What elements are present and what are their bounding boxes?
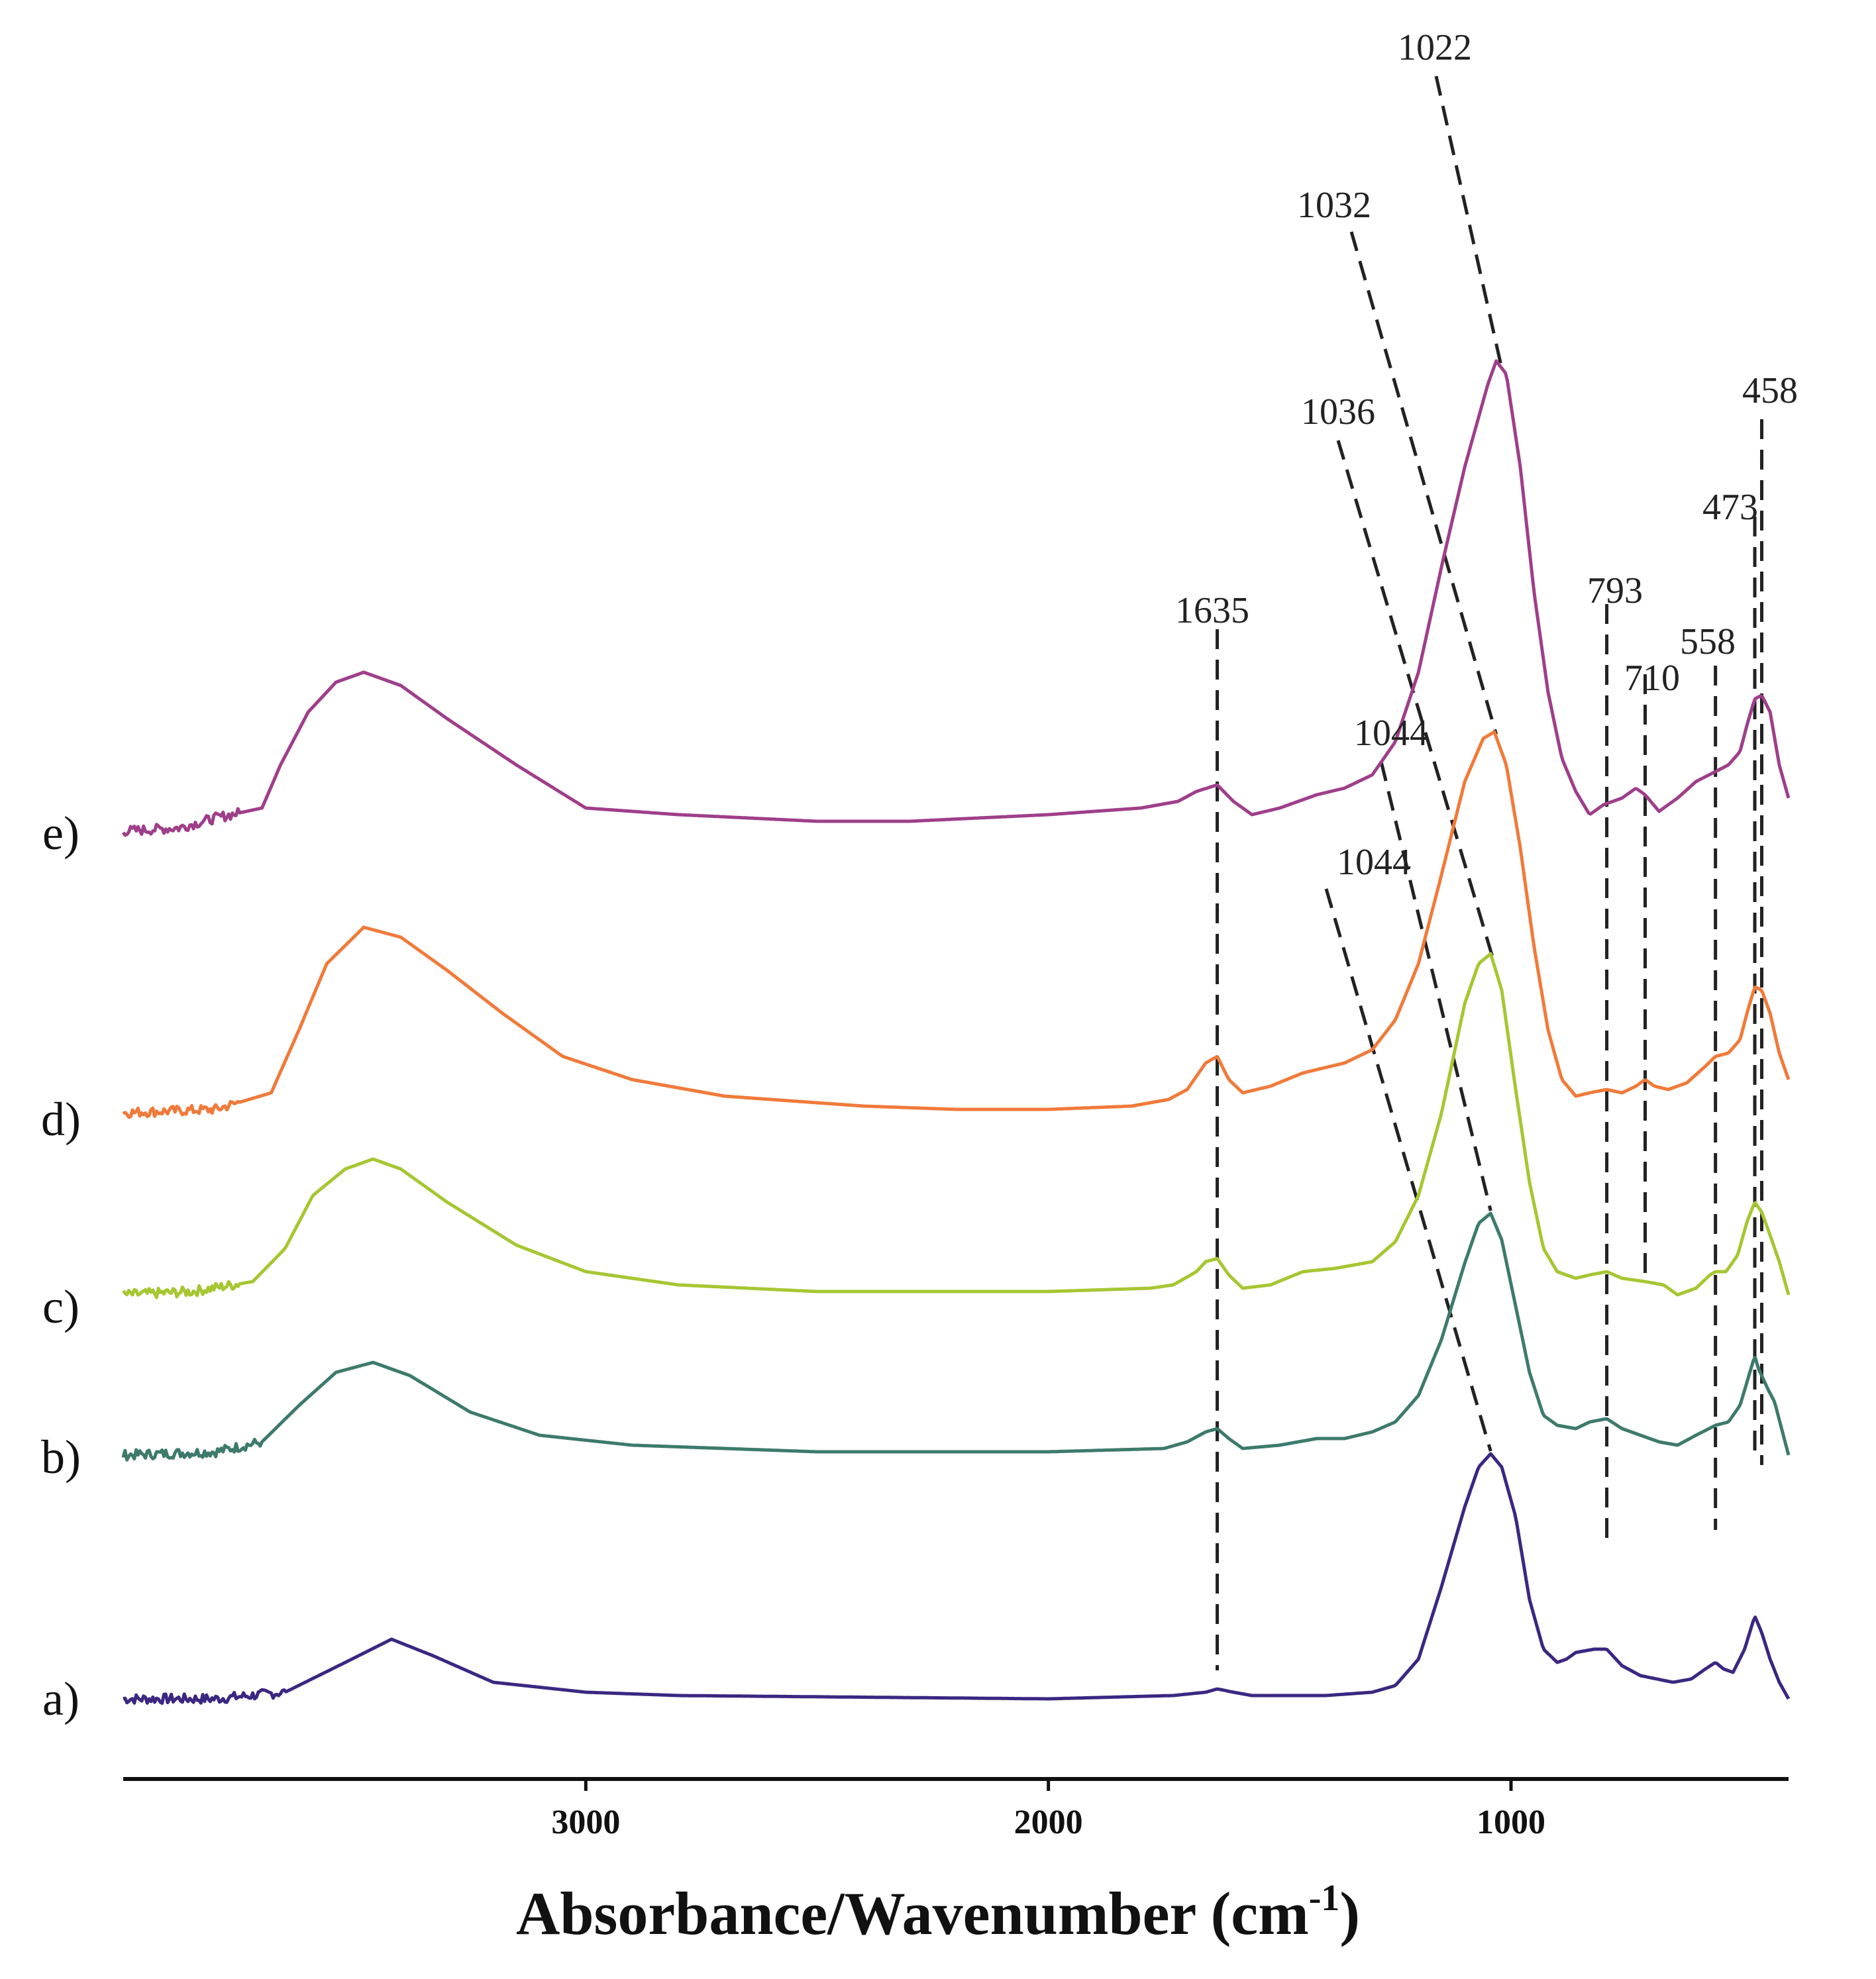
leader-line-1044-1 bbox=[1379, 761, 1492, 1211]
peak-label-1044-1: 1044 bbox=[1354, 713, 1428, 754]
peak-label-558: 558 bbox=[1680, 621, 1736, 662]
x-tick-label-1000: 1000 bbox=[1477, 1803, 1545, 1841]
peak-label-793: 793 bbox=[1587, 570, 1643, 611]
peak-label-1044-0: 1044 bbox=[1337, 842, 1411, 883]
series-labels: a) b) c) d) e) bbox=[41, 807, 81, 1725]
spectrum-line-a bbox=[123, 1452, 1791, 1705]
series-label-a: a) bbox=[42, 1672, 79, 1725]
series-label-b: b) bbox=[41, 1431, 81, 1484]
peak-label-458: 458 bbox=[1742, 370, 1798, 411]
spectrum-line-b bbox=[121, 1211, 1791, 1462]
x-axis-title-superscript: -1 bbox=[1309, 1878, 1340, 1919]
series-label-d: d) bbox=[41, 1093, 81, 1146]
peak-label-473: 473 bbox=[1702, 487, 1758, 528]
leader-line-1036-2 bbox=[1336, 440, 1496, 964]
x-axis-title: Absorbance/Wavenumber (cm-1) bbox=[516, 1878, 1360, 1947]
spectrum-line-c bbox=[122, 952, 1791, 1299]
spectrum-line-e bbox=[121, 359, 1791, 837]
peak-label-1022-4: 1022 bbox=[1398, 27, 1472, 68]
leader-line-1022-4 bbox=[1434, 76, 1503, 365]
peak-label-1635: 1635 bbox=[1175, 590, 1249, 631]
x-tick-label-3000: 3000 bbox=[551, 1803, 620, 1841]
series-label-e: e) bbox=[42, 807, 79, 860]
leader-line-1032-3 bbox=[1349, 231, 1498, 735]
x-axis-title-close: ) bbox=[1339, 1880, 1360, 1947]
x-axis-title-main: Absorbance/Wavenumber (cm bbox=[516, 1880, 1309, 1947]
series-label-c: c) bbox=[42, 1280, 79, 1333]
x-axis: 3000 2000 1000 bbox=[123, 1777, 1789, 1841]
peak-label-710: 710 bbox=[1624, 658, 1680, 699]
spectra bbox=[121, 359, 1791, 1705]
spectrum-line-d bbox=[122, 730, 1791, 1119]
x-tick-label-2000: 2000 bbox=[1014, 1803, 1083, 1841]
peak-label-1036-2: 1036 bbox=[1301, 391, 1375, 432]
reference-lines bbox=[1216, 76, 1763, 1670]
peak-label-1032-3: 1032 bbox=[1297, 185, 1371, 226]
leader-line-1044-0 bbox=[1324, 888, 1492, 1452]
